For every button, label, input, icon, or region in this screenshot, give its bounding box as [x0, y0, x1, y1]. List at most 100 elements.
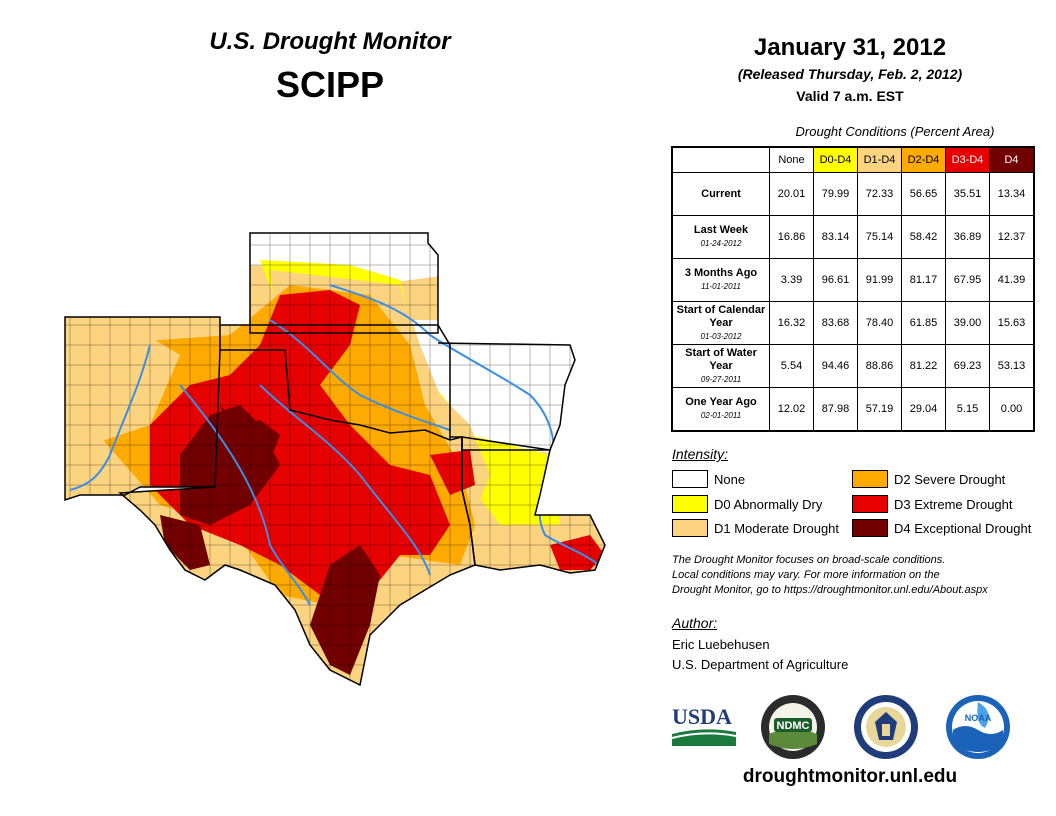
table-row: One Year Ago 02-01-2011 12.02 87.98 57.19… — [671, 387, 1035, 432]
legend-swatch — [672, 519, 708, 537]
drought-map — [64, 232, 606, 687]
col-header-d0-d4: D0-D4 — [813, 146, 858, 173]
table-cell: 5.15 — [945, 387, 990, 432]
legend-item-d3: D3 Extreme Drought — [852, 495, 1013, 513]
legend-label: D3 Extreme Drought — [894, 496, 1013, 512]
table-row: Start of Water Year 09-27-2011 5.54 94.46… — [671, 344, 1035, 388]
legend-swatch — [672, 470, 708, 488]
row-label-text: One Year Ago — [685, 396, 757, 408]
table-cell: 88.86 — [857, 344, 902, 388]
legend-label: D0 Abnormally Dry — [714, 496, 823, 512]
row-label: One Year Ago 02-01-2011 — [671, 387, 770, 432]
row-label-text: Current — [701, 187, 741, 200]
row-label: 3 Months Ago 11-01-2011 — [671, 258, 770, 302]
table-cell: 78.40 — [857, 301, 902, 345]
table-cell: 58.42 — [901, 215, 946, 259]
col-header-d4: D4 — [989, 146, 1035, 173]
table-cell: 3.39 — [769, 258, 814, 302]
table-cell: 79.99 — [813, 172, 858, 216]
author-title: Author: — [672, 615, 718, 631]
legend-swatch — [852, 470, 888, 488]
table-cell: 61.85 — [901, 301, 946, 345]
col-header-none: None — [769, 146, 814, 173]
legend-item-d0: D0 Abnormally Dry — [672, 495, 822, 513]
row-label-text: 3 Months Ago — [684, 267, 758, 279]
commerce-seal-icon — [854, 695, 918, 759]
legend-title: Intensity: — [672, 446, 729, 462]
row-date: 01-24-2012 — [700, 239, 742, 248]
table-cell: 72.33 — [857, 172, 902, 216]
website-link[interactable]: droughtmonitor.unl.edu — [742, 766, 958, 787]
table-cell: 35.51 — [945, 172, 990, 216]
note-line: The Drought Monitor focuses on broad-sca… — [672, 554, 946, 566]
note-line: Drought Monitor, go to https://droughtmo… — [672, 584, 988, 596]
table-cell: 39.00 — [945, 301, 990, 345]
row-date: 09-27-2011 — [700, 374, 742, 384]
valid-time: Valid 7 a.m. EST — [796, 88, 904, 104]
release-date: (Released Thursday, Feb. 2, 2012) — [737, 66, 963, 82]
note-line: Local conditions may vary. For more info… — [672, 569, 940, 581]
table-row: 3 Months Ago 11-01-2011 3.39 96.61 91.99 … — [671, 258, 1035, 302]
table-cell: 87.98 — [813, 387, 858, 432]
usda-logo-text: USDA — [672, 704, 732, 729]
legend-swatch — [852, 495, 888, 513]
usda-logo: USDA — [671, 704, 737, 746]
table-cell: 0.00 — [989, 387, 1035, 432]
table-cell: 81.17 — [901, 258, 946, 302]
map-title: U.S. Drought Monitor — [209, 28, 451, 55]
table-cell: 5.54 — [769, 344, 814, 388]
legend-swatch — [852, 519, 888, 537]
legend-item-none: None — [672, 470, 745, 488]
author-name: Eric Luebehusen — [672, 637, 770, 652]
table-title: Drought Conditions (Percent Area) — [795, 124, 995, 139]
legend-swatch — [672, 495, 708, 513]
col-header-d2-d4: D2-D4 — [901, 146, 946, 173]
legend-label: D1 Moderate Drought — [714, 520, 840, 536]
legend-label: None — [714, 471, 746, 487]
ndmc-logo: NDMC — [761, 695, 825, 759]
table-cell: 12.37 — [989, 215, 1035, 259]
drought-conditions-table: None D0-D4 D1-D4 D2-D4 D3-D4 D4 Current … — [671, 146, 1035, 432]
col-header-d3-d4: D3-D4 — [945, 146, 990, 173]
table-cell: 91.99 — [857, 258, 902, 302]
table-row: Start of Calendar Year 01-03-2012 16.32 8… — [671, 301, 1035, 345]
table-cell: 15.63 — [989, 301, 1035, 345]
row-label: Last Week 01-24-2012 — [671, 215, 770, 259]
table-row: Last Week 01-24-2012 16.86 83.14 75.14 58… — [671, 215, 1035, 259]
table-cell: 75.14 — [857, 215, 902, 259]
ndmc-logo-text: NDMC — [777, 720, 810, 732]
table-cell: 57.19 — [857, 387, 902, 432]
row-label: Start of Calendar Year 01-03-2012 — [671, 301, 770, 345]
row-date: 11-01-2011 — [701, 282, 741, 291]
table-cell: 16.32 — [769, 301, 814, 345]
table-cell: 36.89 — [945, 215, 990, 259]
table-corner — [672, 147, 770, 173]
table-cell: 20.01 — [769, 172, 814, 216]
table-cell: 81.22 — [901, 344, 946, 388]
legend-label: D2 Severe Drought — [894, 471, 1006, 487]
legend-label: D4 Exceptional Drought — [894, 520, 1032, 536]
table-cell: 69.23 — [945, 344, 990, 388]
legend-item-d1: D1 Moderate Drought — [672, 519, 839, 537]
row-date: 01-03-2012 — [700, 331, 742, 341]
table-cell: 41.39 — [989, 258, 1035, 302]
table-row: Current 20.01 79.99 72.33 56.65 35.51 13… — [671, 172, 1035, 216]
table-cell: 94.46 — [813, 344, 858, 388]
table-cell: 96.61 — [813, 258, 858, 302]
table-cell: 13.34 — [989, 172, 1035, 216]
row-date: 02-01-2011 — [700, 411, 742, 420]
table-cell: 16.86 — [769, 215, 814, 259]
table-cell: 12.02 — [769, 387, 814, 432]
row-label: Current — [671, 172, 770, 216]
table-cell: 83.14 — [813, 215, 858, 259]
noaa-logo-text: NOAA — [965, 713, 992, 723]
noaa-logo: NOAA — [946, 695, 1010, 759]
row-label-text: Start of Water Year — [685, 346, 757, 372]
table-cell: 53.13 — [989, 344, 1035, 388]
map-date: January 31, 2012 — [753, 34, 947, 61]
table-cell: 56.65 — [901, 172, 946, 216]
disclaimer-note: The Drought Monitor focuses on broad-sca… — [672, 553, 1042, 598]
row-label-text: Last Week — [693, 224, 749, 236]
table-cell: 29.04 — [901, 387, 946, 432]
row-label: Start of Water Year 09-27-2011 — [671, 344, 770, 388]
